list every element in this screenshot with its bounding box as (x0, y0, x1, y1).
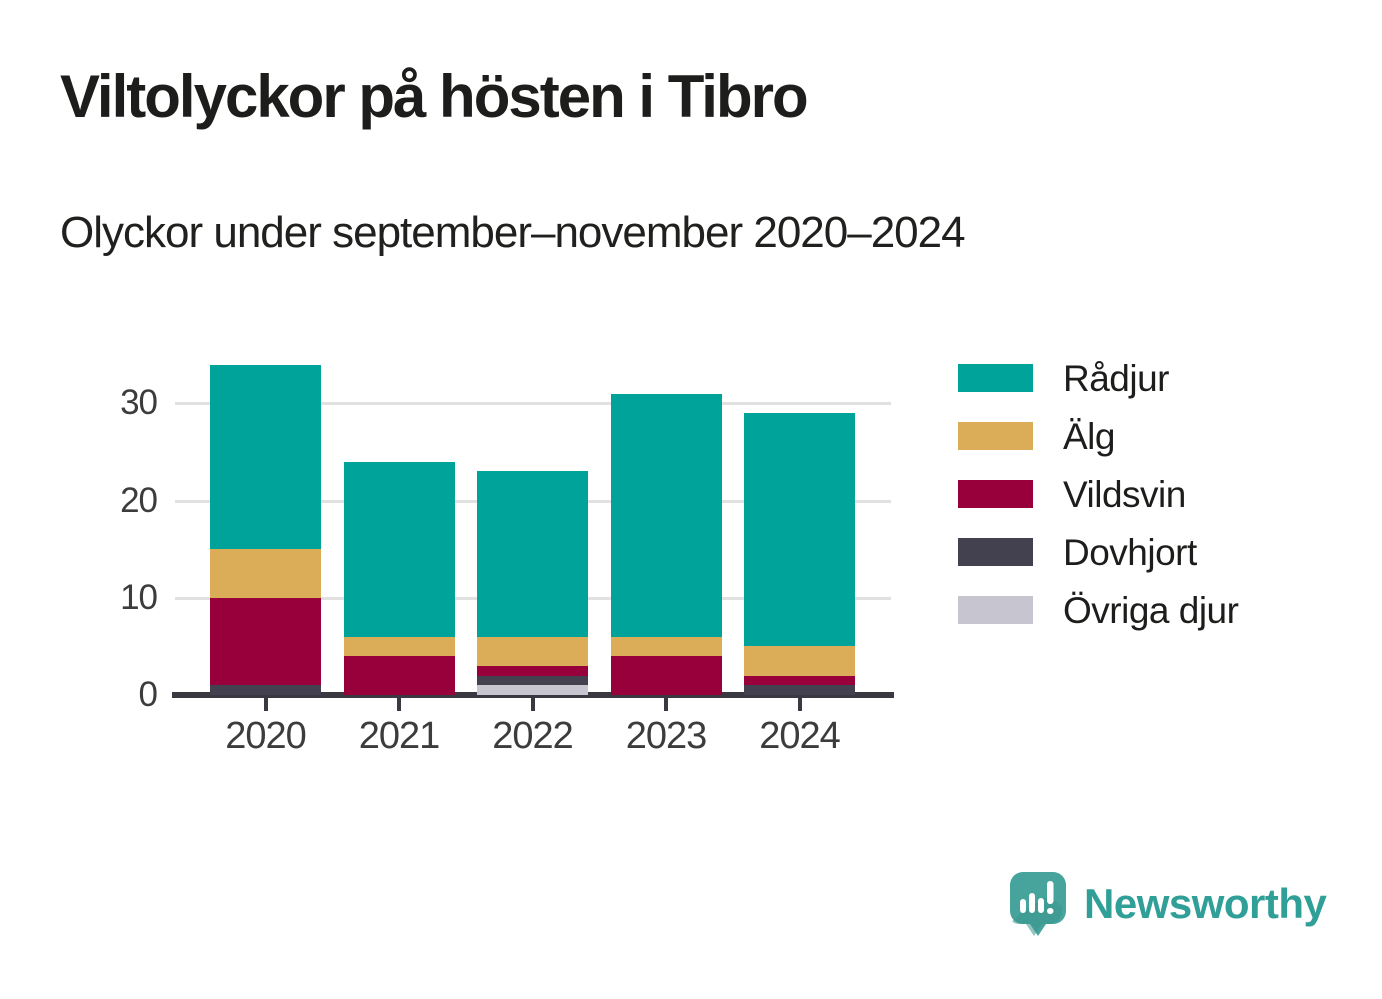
x-axis-tick-label: 2022 (492, 715, 574, 757)
legend-swatch-radjur (958, 364, 1033, 392)
x-axis-tick-label: 2021 (358, 715, 441, 757)
newsworthy-wordmark: Newsworthy (1084, 880, 1327, 927)
bar-segment-dovhjort-2020 (210, 685, 321, 695)
bar-2022 (477, 471, 588, 695)
legend-item-dovhjort: Dovhjort (958, 531, 1238, 573)
x-axis-tick-2024 (797, 698, 802, 711)
grid-line-30 (175, 402, 891, 406)
bar-segment-dovhjort-2024 (744, 685, 855, 695)
x-axis-tick-label: 2020 (225, 715, 307, 757)
bar-segment-ovriga-djur-2022 (477, 685, 588, 695)
x-axis-tick-label: 2023 (625, 715, 708, 757)
bar-segment-alg-2023 (610, 636, 722, 657)
bar-segment-alg-2022 (477, 636, 588, 666)
x-axis-tick-2020 (263, 698, 268, 711)
bar-2020 (210, 364, 321, 695)
bar-segment-vildsvin-2023 (610, 656, 722, 695)
bar-segment-radjur-2020 (210, 364, 321, 550)
legend-label: Älg (1063, 415, 1115, 457)
legend-swatch-alg (958, 422, 1033, 450)
bar-segment-alg-2024 (744, 646, 855, 676)
legend-item-ovriga-djur: Övriga djur (958, 589, 1239, 631)
bar-segment-radjur-2022 (477, 471, 588, 637)
legend-item-vildsvin: Vildsvin (958, 473, 1238, 515)
x-axis-tick-2021 (397, 698, 401, 711)
bar-segment-vildsvin-2020 (210, 597, 321, 686)
bar-segment-vildsvin-2022 (477, 665, 588, 676)
bar-segment-dovhjort-2022 (477, 675, 588, 686)
legend-swatch-dovhjort (958, 538, 1033, 566)
x-axis-tick-label: 2024 (759, 715, 841, 757)
bar-2021 (343, 461, 455, 695)
bar-segment-vildsvin-2024 (744, 675, 855, 686)
bar-segment-radjur-2024 (744, 413, 855, 647)
page-title: Viltolyckor på hösten i Tibro (60, 63, 809, 130)
bar-segment-vildsvin-2021 (343, 656, 455, 695)
legend-label: Rådjur (1063, 357, 1170, 399)
bar-segment-radjur-2021 (343, 461, 455, 637)
y-axis-tick-label: 0 (138, 675, 158, 714)
bar-segment-alg-2020 (210, 549, 321, 598)
legend-label: Vildsvin (1063, 473, 1186, 515)
newsworthy-logo: Newsworthy (1010, 872, 1327, 936)
legend-item-alg: Älg (958, 415, 1238, 457)
legend-item-radjur: Rådjur (958, 357, 1238, 399)
legend-label: Dovhjort (1063, 531, 1197, 573)
legend-swatch-ovriga-djur (958, 596, 1033, 624)
x-axis-baseline (172, 692, 894, 698)
bar-segment-radjur-2023 (610, 393, 722, 637)
legend-swatch-vildsvin (958, 480, 1033, 508)
chart-subtitle: Olyckor under september–november 2020–20… (60, 208, 966, 257)
x-axis-tick-2022 (530, 698, 535, 711)
y-axis-tick-label: 10 (120, 577, 158, 617)
legend-label: Övriga djur (1063, 589, 1239, 631)
bar-2023 (610, 393, 722, 695)
bar-2024 (744, 413, 855, 695)
chart-legend: Rådjur Älg Vildsvin Dovhjort Övriga djur (958, 357, 1239, 631)
y-axis-tick-label: 20 (120, 480, 158, 520)
newsworthy-speech-bubble-bar-chart-icon (1010, 872, 1066, 936)
bar-segment-alg-2021 (343, 636, 455, 657)
x-axis-tick-2023 (664, 698, 668, 711)
y-axis-tick-label: 30 (120, 383, 158, 423)
